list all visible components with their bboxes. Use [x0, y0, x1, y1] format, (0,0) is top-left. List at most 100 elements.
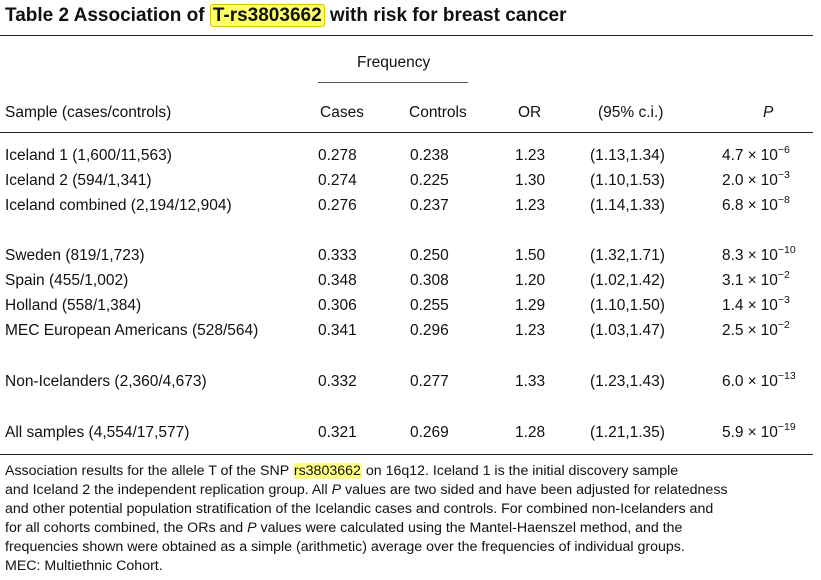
table-title-prefix: Table 2 Association of	[5, 5, 210, 26]
row-or: 1.50	[515, 247, 546, 264]
footnote-line: MEC: Multiethnic Cohort.	[5, 558, 163, 574]
times-sign: ×	[747, 172, 757, 189]
row-controls: 0.237	[410, 197, 449, 214]
p-base: 10	[760, 322, 778, 339]
highlighted-snp-footnote: rs3803662	[292, 463, 362, 479]
row-p-value: 6.8 × 10−8	[722, 194, 790, 217]
row-cases: 0.333	[318, 247, 357, 264]
row-ci: (1.10,1.50)	[590, 297, 665, 314]
row-ci: (1.21,1.35)	[590, 424, 665, 441]
row-ci: (1.32,1.71)	[590, 247, 665, 264]
p-base: 10	[760, 373, 778, 390]
times-sign: ×	[747, 373, 757, 390]
p-base: 10	[760, 297, 778, 314]
row-cases: 0.274	[318, 172, 357, 189]
header-ci: (95% c.i.)	[598, 104, 664, 121]
times-sign: ×	[747, 424, 757, 441]
row-cases: 0.321	[318, 424, 357, 441]
row-p-value: 5.9 × 10−19	[722, 421, 796, 444]
table-title-suffix: with risk for breast cancer	[324, 5, 567, 26]
times-sign: ×	[747, 322, 757, 339]
p-mantissa: 4.7	[722, 147, 744, 164]
footnote-line: frequencies shown were obtained as a sim…	[5, 539, 685, 555]
row-controls: 0.308	[410, 272, 449, 289]
row-p-value: 1.4 × 10−3	[722, 294, 790, 317]
p-exponent: −19	[777, 421, 796, 433]
p-exponent: −6	[777, 144, 790, 156]
row-controls: 0.255	[410, 297, 449, 314]
row-controls: 0.277	[410, 373, 449, 390]
row-sample: Iceland combined (2,194/12,904)	[5, 197, 232, 214]
times-sign: ×	[747, 272, 757, 289]
p-mantissa: 6.8	[722, 197, 744, 214]
footnote-line: and Iceland 2 the independent replicatio…	[5, 482, 728, 498]
header-frequency: Frequency	[357, 54, 431, 71]
row-sample: Iceland 2 (594/1,341)	[5, 172, 152, 189]
row-sample: Sweden (819/1,723)	[5, 247, 145, 264]
p-base: 10	[760, 197, 778, 214]
row-controls: 0.250	[410, 247, 449, 264]
header-cases: Cases	[320, 104, 364, 121]
footnote-line: and other potential population stratific…	[5, 501, 714, 517]
footnote-line: for all cohorts combined, the ORs and P …	[5, 520, 683, 536]
row-sample: Iceland 1 (1,600/11,563)	[5, 147, 172, 164]
p-exponent: −2	[777, 319, 790, 331]
row-ci: (1.23,1.43)	[590, 373, 665, 390]
row-controls: 0.296	[410, 322, 449, 339]
p-base: 10	[760, 424, 778, 441]
p-mantissa: 2.5	[722, 322, 744, 339]
times-sign: ×	[747, 197, 757, 214]
p-mantissa: 1.4	[722, 297, 744, 314]
header-p: P	[763, 104, 774, 121]
p-mantissa: 3.1	[722, 272, 744, 289]
row-or: 1.23	[515, 197, 546, 214]
p-exponent: −2	[777, 269, 790, 281]
highlighted-snp: T-rs3803662	[209, 4, 325, 27]
header-sample: Sample (cases/controls)	[5, 104, 172, 121]
p-mantissa: 5.9	[722, 424, 744, 441]
row-p-value: 8.3 × 10−10	[722, 244, 796, 267]
row-ci: (1.13,1.34)	[590, 147, 665, 164]
row-cases: 0.306	[318, 297, 357, 314]
row-controls: 0.225	[410, 172, 449, 189]
footnote: Association results for the allele T of …	[5, 462, 817, 576]
row-p-value: 2.5 × 10−2	[722, 319, 790, 342]
row-p-value: 3.1 × 10−2	[722, 269, 790, 292]
row-or: 1.20	[515, 272, 546, 289]
p-exponent: −10	[777, 244, 796, 256]
row-or: 1.28	[515, 424, 546, 441]
row-or: 1.23	[515, 147, 546, 164]
p-base: 10	[760, 272, 778, 289]
row-sample: All samples (4,554/17,577)	[5, 424, 190, 441]
p-base: 10	[760, 147, 778, 164]
row-or: 1.33	[515, 373, 546, 390]
row-cases: 0.276	[318, 197, 357, 214]
header-or: OR	[518, 104, 542, 121]
row-or: 1.29	[515, 297, 546, 314]
times-sign: ×	[747, 247, 757, 264]
p-base: 10	[760, 172, 778, 189]
p-mantissa: 2.0	[722, 172, 744, 189]
row-p-value: 4.7 × 10−6	[722, 144, 790, 167]
row-sample: Holland (558/1,384)	[5, 297, 142, 314]
row-or: 1.23	[515, 322, 546, 339]
row-cases: 0.278	[318, 147, 357, 164]
row-p-value: 6.0 × 10−13	[722, 370, 796, 393]
row-sample: MEC European Americans (528/564)	[5, 322, 259, 339]
header-controls: Controls	[409, 104, 467, 121]
p-exponent: −8	[777, 194, 790, 206]
header-rule	[0, 132, 813, 133]
times-sign: ×	[747, 297, 757, 314]
times-sign: ×	[747, 147, 757, 164]
row-cases: 0.348	[318, 272, 357, 289]
p-exponent: −13	[777, 370, 796, 382]
p-exponent: −3	[777, 169, 790, 181]
row-ci: (1.14,1.33)	[590, 197, 665, 214]
table-title: Table 2 Association of T-rs3803662 with …	[5, 4, 566, 28]
row-ci: (1.02,1.42)	[590, 272, 665, 289]
row-controls: 0.269	[410, 424, 449, 441]
row-cases: 0.341	[318, 322, 357, 339]
row-sample: Non-Icelanders (2,360/4,673)	[5, 373, 207, 390]
p-exponent: −3	[777, 294, 790, 306]
bottom-rule	[0, 454, 813, 455]
